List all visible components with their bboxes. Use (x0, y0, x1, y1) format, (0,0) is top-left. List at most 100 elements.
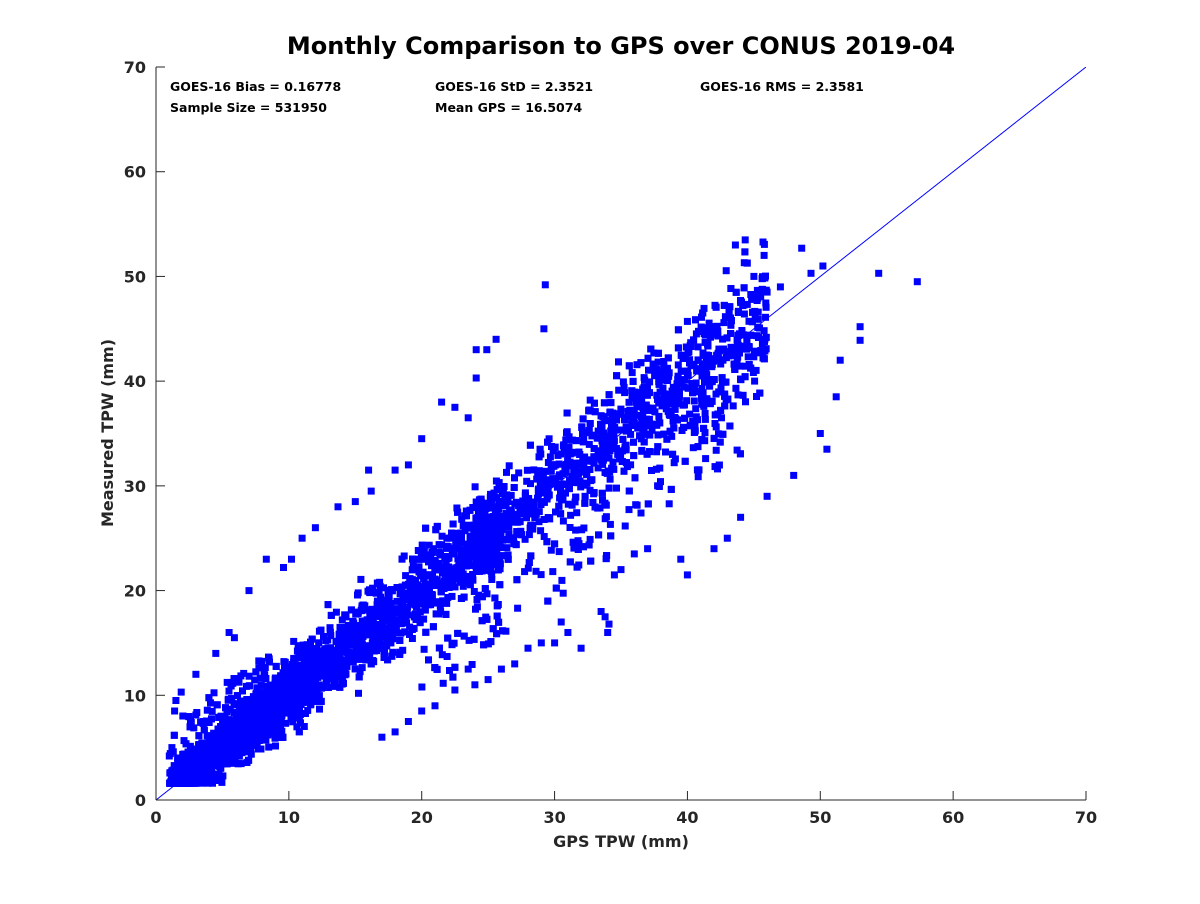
scatter-point (174, 754, 182, 762)
scatter-point (336, 683, 344, 691)
scatter-point (331, 682, 339, 690)
scatter-point (226, 706, 234, 713)
scatter-point (339, 661, 347, 669)
scatter-point (749, 308, 757, 316)
scatter-point (630, 438, 637, 446)
scatter-point (343, 661, 351, 669)
scatter-point (550, 476, 558, 484)
scatter-point (726, 351, 734, 359)
scatter-point (566, 476, 574, 484)
scatter-point (733, 336, 741, 344)
scatter-point (531, 509, 539, 517)
scatter-point (733, 446, 741, 454)
scatter-point (483, 615, 491, 623)
scatter-point (665, 500, 673, 508)
scatter-point (307, 654, 315, 662)
scatter-point (178, 771, 186, 779)
scatter-point (478, 617, 486, 625)
scatter-point (294, 642, 302, 650)
scatter-point (729, 402, 737, 410)
scatter-point (500, 483, 508, 490)
scatter-point (320, 664, 328, 672)
scatter-point (474, 505, 482, 513)
scatter-point (606, 475, 614, 483)
scatter-point (492, 558, 500, 566)
scatter-point (720, 301, 728, 309)
scatter-point (322, 679, 330, 687)
scatter-point (338, 616, 346, 624)
scatter-point (481, 555, 489, 563)
scatter-point (425, 558, 432, 566)
scatter-point (527, 552, 535, 560)
scatter-point (237, 672, 245, 680)
scatter-point (277, 726, 284, 734)
scatter-point (692, 413, 700, 421)
scatter-point (571, 498, 579, 506)
scatter-point (430, 545, 438, 553)
scatter-point (381, 601, 389, 609)
scatter-point (341, 611, 349, 619)
scatter-point (495, 500, 503, 508)
scatter-point (219, 758, 227, 766)
scatter-point (449, 673, 457, 681)
scatter-point (295, 728, 303, 736)
scatter-point (710, 434, 718, 442)
scatter-point (655, 349, 662, 357)
scatter-point (605, 391, 613, 399)
scatter-point (393, 597, 401, 605)
chart-title: Monthly Comparison to GPS over CONUS 201… (287, 32, 955, 60)
scatter-point (706, 382, 714, 390)
scatter-point (691, 421, 699, 429)
scatter-point (430, 581, 438, 589)
scatter-point (207, 699, 214, 707)
scatter-point (372, 589, 380, 597)
scatter-point (581, 492, 589, 500)
scatter-point (308, 650, 316, 658)
scatter-point (732, 384, 740, 392)
scatter-point (254, 735, 262, 743)
scatter-point (208, 707, 216, 715)
scatter-point (195, 732, 203, 740)
scatter-point (236, 726, 244, 733)
scatter-point (397, 620, 405, 628)
scatter-point (684, 367, 692, 375)
scatter-point (324, 601, 332, 609)
scatter-point (213, 777, 221, 784)
scatter-point (737, 375, 745, 383)
scatter-point (231, 753, 239, 761)
scatter-point (410, 624, 418, 632)
scatter-point (629, 377, 637, 385)
scatter-point (379, 619, 387, 627)
scatter-point (174, 759, 182, 767)
scatter-point (680, 383, 688, 391)
scatter-point (750, 353, 758, 361)
scatter-point (555, 548, 563, 556)
scatter-point (420, 555, 428, 563)
scatter-point (590, 445, 598, 452)
scatter-point (485, 513, 493, 521)
scatter-point (595, 531, 603, 539)
scatter-point (712, 303, 720, 311)
scatter-point (559, 589, 567, 597)
scatter-point (457, 548, 465, 556)
scatter-point (710, 376, 718, 383)
scatter-point (510, 540, 518, 548)
scatter-point (491, 594, 499, 602)
scatter-point (643, 404, 651, 412)
scatter-point (718, 345, 726, 353)
scatter-point (296, 719, 304, 727)
scatter-point (716, 438, 724, 446)
scatter-point (414, 547, 422, 554)
scatter-point (356, 668, 364, 676)
scatter-point (187, 719, 195, 726)
scatter-point (504, 555, 512, 563)
scatter-point (369, 620, 377, 628)
scatter-point (516, 506, 524, 514)
scatter-point (455, 555, 463, 563)
scatter-point (454, 508, 462, 516)
scatter-point (231, 728, 239, 736)
scatter-point (434, 598, 442, 606)
scatter-point (544, 514, 552, 522)
scatter-point (444, 594, 452, 601)
scatter-point (665, 372, 673, 380)
